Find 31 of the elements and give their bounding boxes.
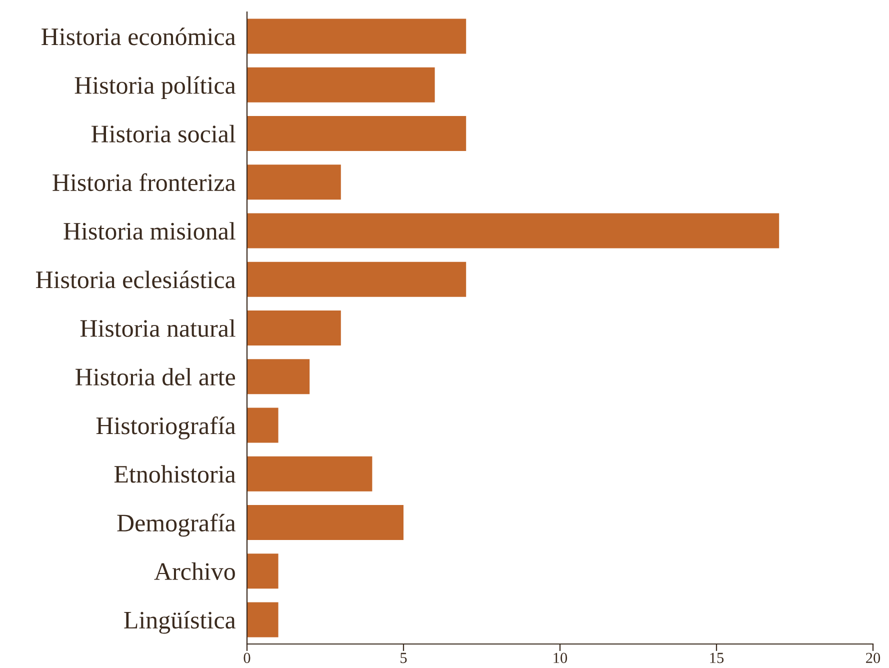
y-tick-label: Historia fronteriza [52,173,236,192]
y-tick-label: Historia del arte [76,368,236,386]
bar [247,456,372,492]
y-tick-label: Demografía [117,514,236,537]
y-tick-label: Historia social [92,124,236,142]
x-tick-label: 5 [400,652,407,664]
bar [247,504,404,540]
x-tick-label: 20 [866,652,880,664]
y-tick-label: Historia misional [64,222,236,240]
bar [247,18,466,54]
bar [247,164,341,200]
bar [247,554,278,589]
bar [247,262,466,297]
bar [247,359,310,394]
y-tick-label: Archivo [154,562,235,580]
y-tick-label: Historiografía [96,416,236,440]
bar [247,310,341,346]
bar [247,67,435,102]
bar [247,408,278,443]
x-tick-label: 15 [710,652,724,664]
bar [247,602,278,638]
x-tick-label: 10 [554,652,568,664]
y-tick-label: Historia eclesiástica [36,270,236,288]
x-tick-label: 0 [244,652,250,664]
y-tick-label: Lingüística [124,611,236,634]
y-tick-label: Historia natural [80,319,236,337]
y-tick-label: Historia económica [42,28,236,46]
y-tick-label: Historia política [74,76,236,99]
bar [247,116,466,152]
bar [247,213,780,248]
y-tick-label: Etnohistoria [114,465,236,483]
